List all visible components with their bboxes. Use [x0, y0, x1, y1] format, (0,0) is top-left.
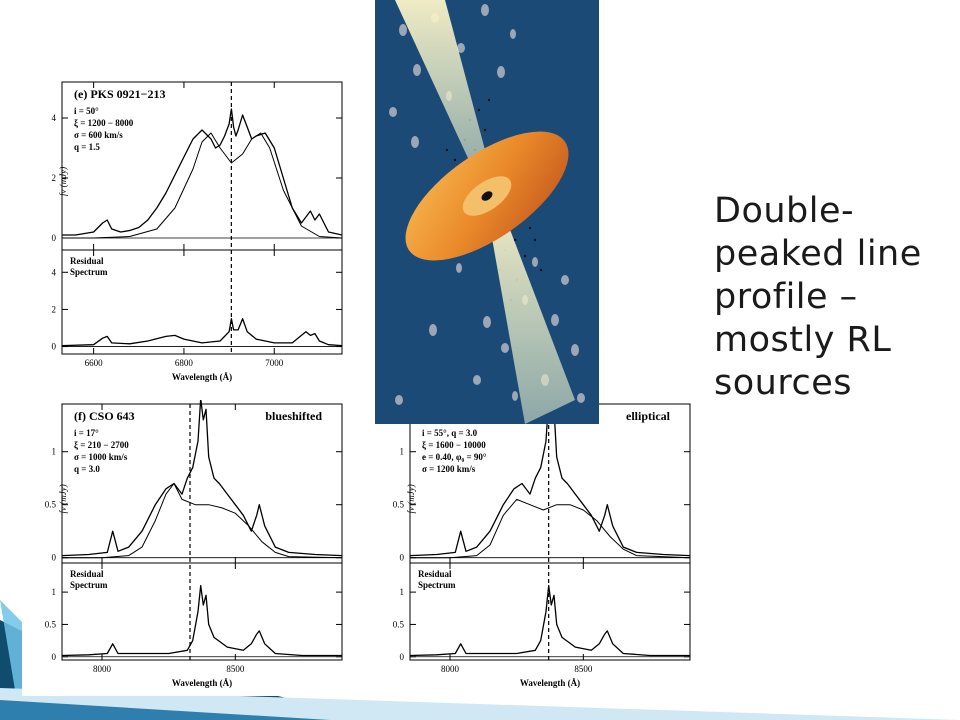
- y-tick-label: 0.5: [45, 619, 57, 629]
- jet-upper: [395, 0, 493, 182]
- y-tick-label: 0: [52, 553, 57, 563]
- x-axis-label: Wavelength (Å): [172, 372, 232, 382]
- series-model: [410, 498, 691, 559]
- x-axis-label: Wavelength (Å): [172, 678, 232, 688]
- jet-lower: [487, 206, 575, 424]
- panel-tag: blueshifted: [265, 409, 322, 423]
- x-axis-label: Wavelength (Å): [520, 678, 580, 688]
- spectrum-frame: [61, 403, 343, 564]
- x-tick-label: 6800: [175, 358, 194, 368]
- title-line: sources: [714, 363, 852, 403]
- residual-label: Residual: [70, 569, 104, 579]
- spectrum-panel-e: 0 2 4 0 2 4 6600 6800 7000 Wavelength (Å) fν (mJy)…: [52, 81, 343, 382]
- x-tick-label: 8000: [93, 664, 112, 674]
- title-line: profile –: [714, 277, 858, 317]
- agn-illustration: [375, 0, 599, 424]
- model-param: ξ = 210 − 2700: [74, 440, 129, 450]
- model-param: q = 1.5: [74, 142, 100, 152]
- y-tick-label: 0: [400, 553, 405, 563]
- y-tick-label: 2: [52, 304, 57, 314]
- model-param: σ = 1000 km/s: [74, 452, 128, 462]
- title-line: mostly RL: [714, 320, 892, 360]
- slide-title: Double- peaked line profile – mostly RL …: [714, 190, 954, 405]
- panel-label: (f) CSO 643: [74, 409, 135, 423]
- residual-frame: [409, 562, 691, 661]
- spectrum-frame: [61, 81, 343, 251]
- x-tick-label: 6600: [85, 358, 104, 368]
- series-observed: [61, 400, 343, 557]
- y-tick-label: 4: [52, 113, 57, 123]
- model-param: ξ = 1600 − 10000: [422, 440, 486, 450]
- model-param: q = 3.0: [74, 464, 100, 474]
- y-tick-label: 2: [52, 173, 57, 183]
- y-tick-label: 0.5: [45, 500, 57, 510]
- y-tick-label: 0.5: [393, 500, 405, 510]
- series-model: [62, 483, 343, 559]
- spectrum-panel-f: 0 0.5 1 0 0.5 1 8000 8500 Wavelength (Å) fν (mJy)…: [45, 400, 343, 688]
- y-axis-label: fν (mJy): [58, 484, 68, 513]
- panel-label: (e) PKS 0921−213: [74, 87, 166, 101]
- residual-label: Spectrum: [418, 580, 456, 590]
- panel-tag: elliptical: [626, 409, 671, 423]
- model-param: ξ = 1200 − 8000: [74, 118, 134, 128]
- y-tick-label: 1: [52, 447, 57, 457]
- residual-frame: [61, 249, 343, 355]
- y-tick-label: 4: [52, 267, 57, 277]
- bottom-ribbon-light: [0, 688, 960, 720]
- series-residual: [409, 584, 690, 657]
- x-tick-label: 8500: [226, 664, 245, 674]
- y-tick-label: 1: [400, 447, 405, 457]
- model-param: i = 50°: [74, 106, 99, 116]
- model-param: σ = 1200 km/s: [422, 464, 476, 474]
- series-model: [62, 132, 343, 239]
- model-param: σ = 600 km/s: [74, 130, 123, 140]
- residual-label: Spectrum: [70, 267, 108, 277]
- spectrum-panel-g: 0 0.5 1 0 0.5 1 8000 8500 Wavelength (Å) fν (mJy)…: [393, 400, 691, 688]
- residual-label: Residual: [70, 256, 104, 266]
- residual-label: Residual: [418, 569, 452, 579]
- y-tick-label: 0: [52, 652, 57, 662]
- y-tick-label: 1: [52, 587, 57, 597]
- x-tick-label: 8000: [441, 664, 460, 674]
- residual-frame: [61, 562, 343, 661]
- y-tick-label: 0: [52, 342, 57, 352]
- central-black-hole: [481, 191, 493, 201]
- series-residual: [61, 318, 343, 347]
- bottom-ribbon-mid: [0, 700, 330, 720]
- y-tick-label: 0: [52, 233, 57, 243]
- model-param: i = 17°: [74, 428, 99, 438]
- residual-label: Spectrum: [70, 580, 108, 590]
- model-param: i = 55°, q = 3.0: [422, 428, 478, 438]
- y-axis-label: fν (mJy): [58, 167, 68, 196]
- series-residual: [61, 584, 342, 657]
- x-tick-label: 8500: [574, 664, 593, 674]
- model-param: e = 0.40, φ₀ = 90°: [422, 452, 487, 462]
- gas-clouds: [389, 4, 585, 405]
- x-tick-label: 7000: [265, 358, 284, 368]
- y-axis-label: fν (mJy): [406, 484, 416, 513]
- y-tick-label: 0: [400, 652, 405, 662]
- title-line: Double-: [714, 191, 855, 231]
- y-tick-label: 1: [400, 587, 405, 597]
- title-line: peaked line: [714, 234, 922, 274]
- y-tick-label: 0.5: [393, 619, 405, 629]
